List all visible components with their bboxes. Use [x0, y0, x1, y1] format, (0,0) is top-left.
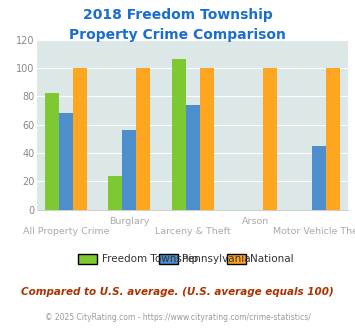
Text: Motor Vehicle Theft: Motor Vehicle Theft — [273, 227, 355, 236]
Bar — [108, 176, 122, 210]
Text: All Property Crime: All Property Crime — [23, 227, 109, 236]
Text: Larceny & Theft: Larceny & Theft — [155, 227, 230, 236]
Bar — [186, 105, 200, 210]
Bar — [200, 68, 213, 210]
Text: Property Crime Comparison: Property Crime Comparison — [69, 28, 286, 42]
Bar — [326, 68, 340, 210]
Bar — [172, 59, 186, 210]
Text: Arson: Arson — [242, 217, 269, 226]
Bar — [122, 130, 136, 210]
Text: Freedom Township: Freedom Township — [102, 254, 198, 264]
Bar — [73, 68, 87, 210]
Text: Burglary: Burglary — [109, 217, 149, 226]
Bar — [136, 68, 150, 210]
Text: National: National — [251, 254, 294, 264]
Bar — [312, 146, 326, 210]
Bar — [59, 113, 73, 210]
Text: 2018 Freedom Township: 2018 Freedom Township — [83, 8, 272, 22]
Bar — [45, 93, 59, 210]
Text: © 2025 CityRating.com - https://www.cityrating.com/crime-statistics/: © 2025 CityRating.com - https://www.city… — [45, 313, 310, 322]
Text: Compared to U.S. average. (U.S. average equals 100): Compared to U.S. average. (U.S. average … — [21, 287, 334, 297]
Text: Pennsylvania: Pennsylvania — [182, 254, 251, 264]
Bar — [263, 68, 277, 210]
